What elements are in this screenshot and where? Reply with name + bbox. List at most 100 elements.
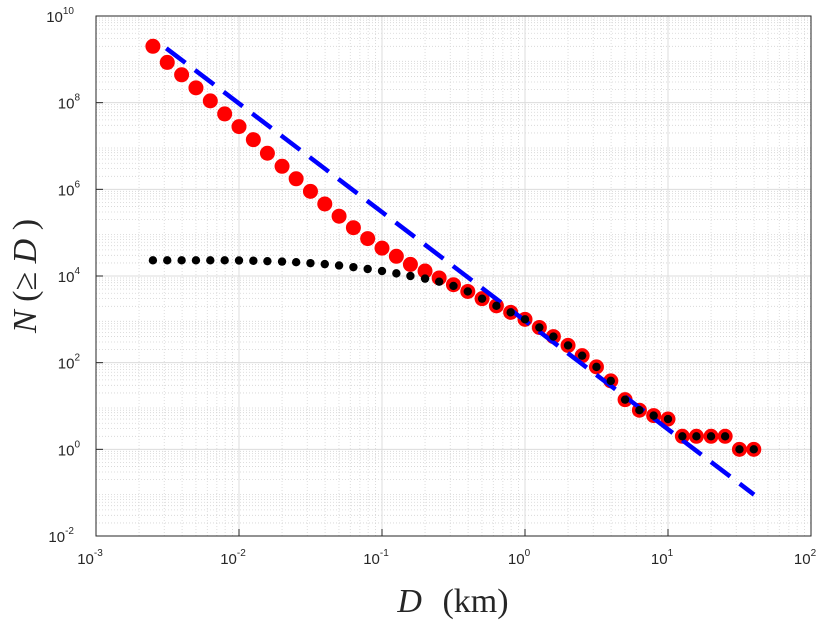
black-data-point [291, 258, 301, 267]
red-data-point [217, 106, 233, 122]
black-data-point [234, 256, 244, 265]
black-data-point [163, 256, 172, 265]
red-data-point [345, 220, 361, 236]
x-tick-label-exp: 2 [811, 548, 817, 559]
y-axis-label-d: D [7, 238, 44, 264]
black-data-point [520, 315, 530, 324]
red-data-point [374, 240, 390, 256]
red-data-point [174, 67, 190, 83]
y-tick-label-exp: 6 [74, 179, 80, 190]
red-data-point [202, 93, 218, 109]
x-tick-label-exp: 1 [668, 548, 674, 559]
x-tick-label-exp: 0 [525, 548, 531, 559]
black-data-point [749, 445, 758, 454]
black-data-point [577, 351, 587, 360]
red-data-point [245, 132, 261, 148]
y-tick-label: 1010 [46, 6, 74, 26]
black-data-point [477, 294, 487, 303]
x-tick-label-base: 10 [77, 551, 94, 568]
black-data-point [606, 376, 615, 386]
red-data-point [360, 231, 376, 247]
x-axis-ticks: 10-3 10-2 10-1 100 101 102 [77, 529, 817, 568]
y-tick-label-exp: 0 [74, 439, 80, 450]
x-tick-label: 102 [794, 548, 817, 568]
y-axis-label: N (≥ D ) [7, 219, 44, 334]
x-axis-label-var: D [396, 583, 422, 620]
x-tick-label-base: 10 [363, 551, 380, 568]
black-data-point [663, 414, 673, 424]
y-tick-label: 100 [58, 439, 81, 459]
black-data-point [735, 445, 744, 454]
y-axis-label-close: ) [7, 219, 44, 230]
red-data-point [402, 256, 418, 272]
series-layer [145, 38, 762, 497]
red-data-point [259, 145, 275, 161]
major-grid [96, 16, 811, 536]
x-tick-label-exp: -2 [237, 548, 246, 559]
x-tick-label-base: 10 [794, 551, 811, 568]
black-data-point [406, 271, 415, 281]
y-tick-label-base: 10 [58, 96, 75, 113]
x-tick-label: 10-3 [77, 548, 103, 568]
x-tick-label-base: 10 [651, 551, 668, 568]
black-data-point [620, 395, 630, 404]
x-tick-label-exp: -3 [94, 548, 103, 559]
x-tick-label: 100 [508, 548, 531, 568]
black-data-point [249, 256, 258, 265]
y-tick-label: 106 [58, 179, 81, 199]
y-tick-label-exp: 4 [74, 266, 80, 277]
red-data-point [388, 248, 404, 264]
y-axis-label-var: N [7, 308, 44, 334]
x-tick-label-base: 10 [508, 551, 525, 568]
y-tick-label-base: 10 [58, 442, 75, 459]
black-data-point [563, 341, 573, 350]
black-data-point [549, 332, 558, 341]
red-data-point [331, 208, 347, 224]
black-data-point [592, 362, 601, 372]
red-data-point [288, 171, 304, 187]
black-data-point [506, 308, 515, 317]
black-data-point [148, 256, 158, 265]
y-tick-label: 104 [58, 266, 81, 286]
series-black-dots [148, 256, 758, 454]
x-axis-label-unit: (km) [442, 583, 508, 620]
y-tick-label-base: 10 [58, 356, 75, 373]
x-tick-label: 10-2 [220, 548, 246, 568]
y-tick-label-base: 10 [58, 269, 75, 286]
red-data-point [317, 196, 333, 212]
red-data-point [159, 54, 175, 70]
y-tick-label-exp: 10 [63, 6, 75, 17]
black-data-point [463, 287, 472, 296]
black-data-point [191, 256, 201, 265]
black-data-point [349, 262, 358, 272]
x-axis-label: D (km) [396, 583, 508, 620]
black-data-point [220, 256, 229, 265]
black-data-point [635, 405, 644, 415]
red-data-point [302, 183, 318, 199]
black-data-point [535, 323, 544, 332]
black-data-point [706, 432, 716, 441]
black-data-point [263, 256, 272, 266]
y-tick-label: 10-2 [48, 526, 74, 546]
black-data-point [449, 281, 458, 291]
black-data-point [692, 432, 701, 441]
y-tick-label-base: 10 [46, 9, 63, 26]
black-data-point [434, 277, 444, 286]
y-axis-label-open: (≥ [7, 263, 44, 301]
black-data-point [206, 256, 215, 265]
black-data-point [320, 259, 329, 269]
red-data-point [417, 263, 433, 279]
fit-dashed-line [164, 46, 756, 497]
black-data-point [678, 432, 687, 441]
black-data-point [363, 264, 372, 274]
black-data-point [334, 261, 344, 270]
x-tick-label: 10-1 [363, 548, 389, 568]
x-tick-label-base: 10 [220, 551, 237, 568]
y-tick-label: 102 [58, 353, 81, 373]
y-tick-label-base: 10 [58, 182, 75, 199]
series-red-markers [145, 38, 762, 457]
red-data-point [231, 119, 247, 135]
y-tick-label-exp: 8 [74, 93, 80, 104]
